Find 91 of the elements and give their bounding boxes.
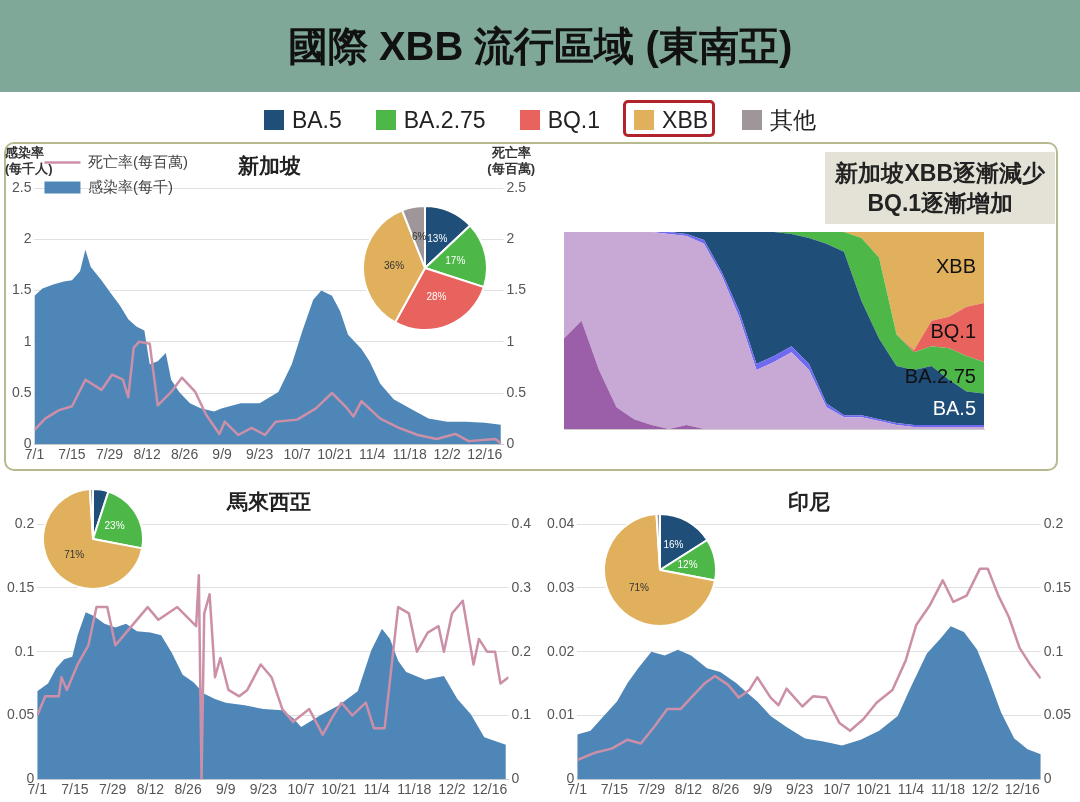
chart-title: 國際 XBB 流行區域 (東南亞) [0,0,1080,92]
y2-tick-label: 0.15 [1043,578,1072,595]
y2-tick-label: 0.05 [1043,706,1072,723]
x-tick-label: 8/12 [133,446,161,463]
y-tick-label: 0.2 [14,515,35,532]
y-tick-label: 0.02 [547,642,575,659]
text: 新加坡XBB逐漸減少 BQ.1逐漸增加 [825,152,1055,224]
x-tick-label: 10/21 [321,781,357,798]
y-tick-label: 0.5 [11,383,32,400]
y2-tick-label: 0.5 [506,383,527,400]
series-label: XBB [935,254,976,277]
data-label: 16% [663,539,684,551]
x-tick-label: 9/9 [212,446,233,463]
y-tick-label: 0.05 [7,706,35,723]
y2-tick-label: 0.3 [511,578,532,595]
legend-label: 感染率(每千) [87,177,173,195]
x-tick-label: 12/2 [971,781,999,798]
y2-tick-label: 2.5 [506,179,527,196]
x-tick-label: 9/9 [216,781,236,798]
y-tick-label: 0.1 [14,642,35,659]
series-label: BA.5 [932,396,976,419]
y-tick-label: 1 [23,332,32,349]
x-tick-label: 7/29 [99,781,127,798]
x-tick-label: 11/18 [397,781,432,798]
data-label: 23% [104,520,125,532]
x-tick-label: 12/16 [1004,781,1040,798]
x-tick-label: 10/7 [287,781,316,798]
y-tick-label: 2.5 [11,179,32,196]
y2-tick-label: 0.2 [511,642,532,659]
x-tick-label: 12/2 [438,781,466,798]
x-tick-label: 11/4 [359,446,386,463]
x-tick-label: 9/23 [249,781,278,798]
x-tick-label: 7/29 [95,446,124,463]
x-tick-label: 12/2 [433,446,462,463]
x-tick-label: 10/21 [317,446,353,463]
y-tick-label: 0.15 [7,578,35,595]
chart-title: 馬來西亞 [226,490,311,514]
y-axis-title: 感染率 (每千人) [5,145,53,177]
x-tick-label: 12/16 [467,446,503,463]
y2-tick-label: 1.5 [506,281,527,298]
x-tick-label: 8/26 [711,781,740,798]
y2-tick-label: 0.1 [511,706,532,723]
x-tick-label: 8/12 [136,781,165,798]
y2-tick-label: 0 [1043,770,1052,787]
legend-label: BA.2.75 [403,106,486,134]
x-tick-label: 7/15 [61,781,89,798]
x-tick-label: 10/21 [856,781,892,798]
legend-label: XBB [662,106,709,134]
y-tick-label: 0.01 [547,706,575,723]
y2-tick-label: 0 [506,435,515,452]
y2-tick-label: 0.1 [1043,642,1064,659]
x-tick-label: 11/4 [363,781,390,798]
x-tick-label: 11/4 [897,781,925,798]
y2-tick-label: 0 [511,770,520,787]
y2-tick-label: 2 [506,230,515,247]
y-tick-label: 0.04 [547,515,575,532]
y2-tick-label: 0.2 [1043,515,1064,532]
x-tick-label: 10/7 [823,781,851,798]
legend-label: 死亡率(每百萬) [87,152,188,170]
chart-title: 印尼 [788,490,830,514]
data-label: 36% [384,259,405,271]
data-label: 12% [677,558,698,570]
legend-label: BA.5 [291,106,342,134]
y-tick-label: 1.5 [11,281,32,298]
chart-title: 新加坡 [236,154,301,178]
x-tick-label: 7/15 [58,446,86,463]
x-tick-label: 9/9 [752,781,773,798]
series-label: BQ.1 [930,319,976,342]
legend-label: BQ.1 [547,106,601,134]
y-tick-label: 0.03 [547,578,575,595]
x-tick-label: 8/26 [174,781,202,798]
y2-tick-label: 1 [506,332,515,349]
x-tick-label: 8/12 [674,781,703,798]
x-tick-label: 8/26 [170,446,199,463]
data-label: 28% [426,290,447,302]
x-tick-label: 7/15 [600,781,629,798]
x-tick-label: 11/18 [392,446,427,463]
x-tick-label: 11/18 [931,781,966,798]
legend-label: 其他 [770,105,817,135]
x-tick-label: 12/16 [472,781,508,798]
y2-tick-label: 0.4 [511,515,532,532]
x-tick-label: 7/29 [637,781,666,798]
y2-axis-title: 死亡率 (每百萬) [487,145,535,177]
y-tick-label: 2 [23,230,32,247]
data-label: 71% [628,582,650,594]
x-tick-label: 9/23 [245,446,274,463]
data-label: 71% [64,549,85,561]
data-label: 17% [445,254,466,266]
x-tick-label: 9/23 [786,781,814,798]
x-tick-label: 10/7 [283,446,311,463]
data-label: 13% [427,233,448,245]
